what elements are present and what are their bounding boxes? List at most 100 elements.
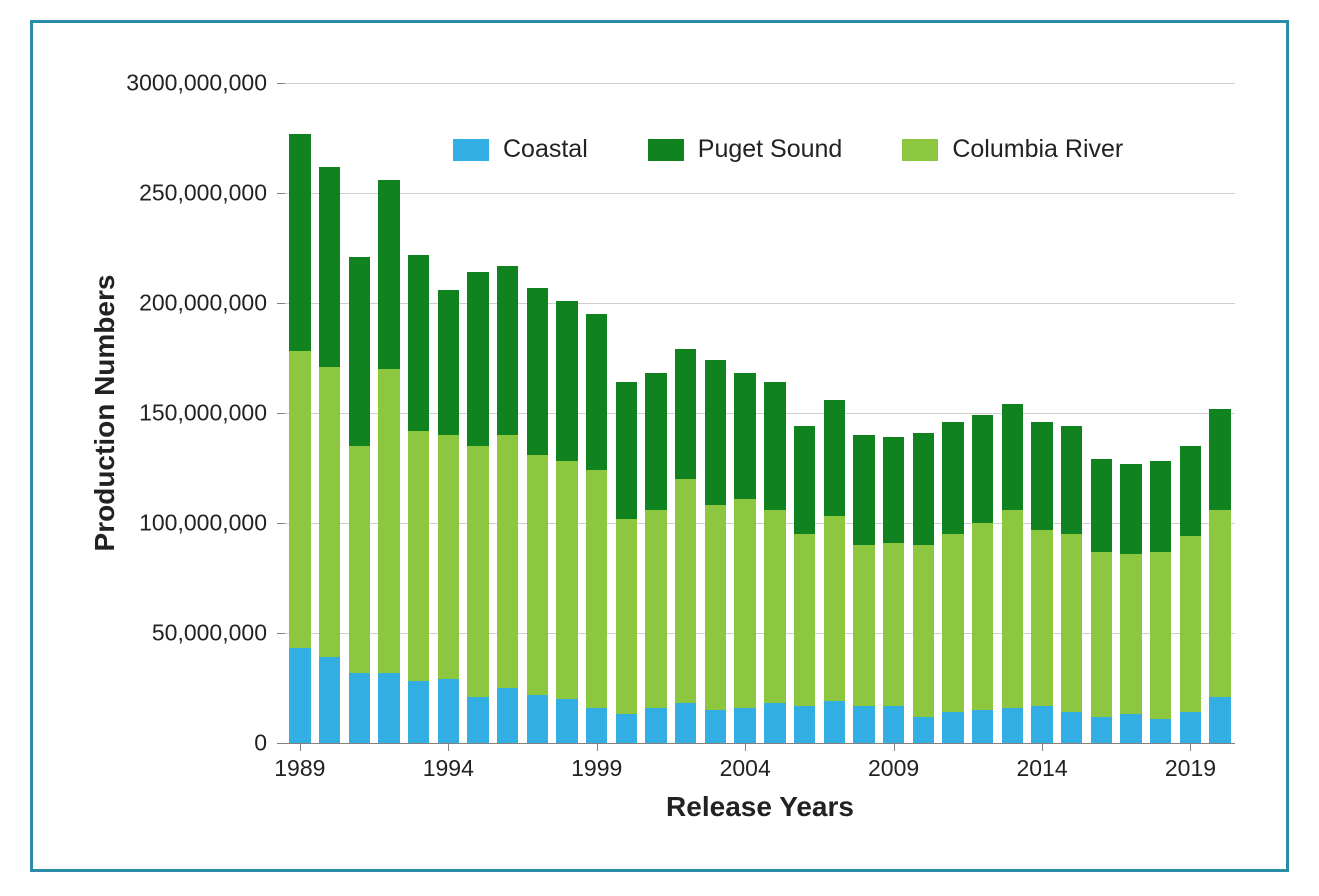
bar-segment-coastal: [1061, 712, 1082, 743]
bar-2007: [824, 83, 845, 743]
bar-2011: [942, 83, 963, 743]
y-axis-title: Production Numbers: [89, 275, 121, 552]
x-tick-mark: [597, 743, 598, 751]
bar-segment-coastal: [467, 697, 488, 743]
bar-1992: [378, 83, 399, 743]
y-tick-mark: [277, 523, 285, 524]
bar-segment-coastal: [645, 708, 666, 743]
bar-segment-coastal: [586, 708, 607, 743]
bar-segment-coastal: [616, 714, 637, 743]
bar-segment-columbia: [319, 367, 340, 657]
legend-swatch: [453, 139, 489, 161]
bar-2004: [734, 83, 755, 743]
legend: Coastal Puget Sound Columbia River: [453, 135, 1183, 164]
bar-segment-columbia: [853, 545, 874, 706]
bar-segment-puget: [734, 373, 755, 498]
x-axis-title: Release Years: [666, 791, 854, 823]
bar-segment-columbia: [527, 455, 548, 695]
bar-segment-coastal: [556, 699, 577, 743]
x-tick-label: 2019: [1165, 755, 1216, 782]
x-tick-label: 2014: [1016, 755, 1067, 782]
bar-segment-coastal: [853, 706, 874, 743]
bar-2003: [705, 83, 726, 743]
bar-2017: [1120, 83, 1141, 743]
bar-2002: [675, 83, 696, 743]
x-tick-mark: [1190, 743, 1191, 751]
bar-2009: [883, 83, 904, 743]
bar-segment-coastal: [438, 679, 459, 743]
bar-segment-puget: [616, 382, 637, 518]
bar-segment-puget: [764, 382, 785, 510]
bar-segment-columbia: [824, 516, 845, 701]
bar-segment-columbia: [1120, 554, 1141, 715]
bar-segment-columbia: [705, 505, 726, 710]
bar-segment-puget: [1091, 459, 1112, 551]
bar-segment-columbia: [497, 435, 518, 688]
bar-segment-coastal: [794, 706, 815, 743]
x-tick-mark: [300, 743, 301, 751]
bar-segment-puget: [794, 426, 815, 534]
bar-segment-columbia: [438, 435, 459, 679]
bar-segment-puget: [289, 134, 310, 352]
legend-label: Puget Sound: [698, 135, 843, 164]
legend-swatch: [648, 139, 684, 161]
legend-swatch: [902, 139, 938, 161]
bar-2010: [913, 83, 934, 743]
bar-2008: [853, 83, 874, 743]
bar-1997: [527, 83, 548, 743]
bar-segment-coastal: [942, 712, 963, 743]
x-tick-mark: [448, 743, 449, 751]
bar-segment-columbia: [764, 510, 785, 704]
bar-2001: [645, 83, 666, 743]
bar-2014: [1031, 83, 1052, 743]
legend-item: Columbia River: [902, 135, 1123, 164]
bar-segment-columbia: [289, 351, 310, 648]
bar-segment-puget: [883, 437, 904, 543]
bar-segment-coastal: [972, 710, 993, 743]
bar-2005: [764, 83, 785, 743]
bar-segment-coastal: [497, 688, 518, 743]
bar-1994: [438, 83, 459, 743]
x-tick-label: 1999: [571, 755, 622, 782]
x-axis-line: [285, 743, 1235, 744]
bar-segment-columbia: [1209, 510, 1230, 697]
bar-segment-columbia: [794, 534, 815, 706]
bar-2015: [1061, 83, 1082, 743]
bar-segment-columbia: [675, 479, 696, 703]
bar-segment-puget: [942, 422, 963, 534]
bar-segment-coastal: [289, 648, 310, 743]
bar-segment-columbia: [1002, 510, 1023, 708]
bar-segment-coastal: [1002, 708, 1023, 743]
bar-2000: [616, 83, 637, 743]
bar-segment-coastal: [1150, 719, 1171, 743]
bar-1989: [289, 83, 310, 743]
legend-label: Coastal: [503, 135, 588, 164]
bar-segment-puget: [1120, 464, 1141, 554]
bar-2012: [972, 83, 993, 743]
bar-segment-coastal: [1091, 717, 1112, 743]
bar-segment-coastal: [675, 703, 696, 743]
bar-segment-puget: [1031, 422, 1052, 530]
bar-1998: [556, 83, 577, 743]
x-tick-label: 2009: [868, 755, 919, 782]
bar-segment-puget: [467, 272, 488, 446]
bar-segment-columbia: [883, 543, 904, 706]
bar-segment-puget: [438, 290, 459, 435]
bar-segment-columbia: [645, 510, 666, 708]
bar-2020: [1209, 83, 1230, 743]
y-tick-mark: [277, 193, 285, 194]
chart-frame: Production Numbers Release Years Coastal…: [30, 20, 1289, 872]
bar-segment-puget: [349, 257, 370, 446]
bar-segment-columbia: [1091, 552, 1112, 717]
bar-segment-puget: [675, 349, 696, 479]
bar-1995: [467, 83, 488, 743]
bar-2013: [1002, 83, 1023, 743]
bar-1996: [497, 83, 518, 743]
plot-area: [285, 83, 1235, 743]
bar-segment-puget: [853, 435, 874, 545]
bar-segment-puget: [1061, 426, 1082, 534]
bar-segment-columbia: [586, 470, 607, 708]
bar-segment-puget: [1150, 461, 1171, 551]
bar-segment-columbia: [972, 523, 993, 710]
legend-item: Coastal: [453, 135, 588, 164]
